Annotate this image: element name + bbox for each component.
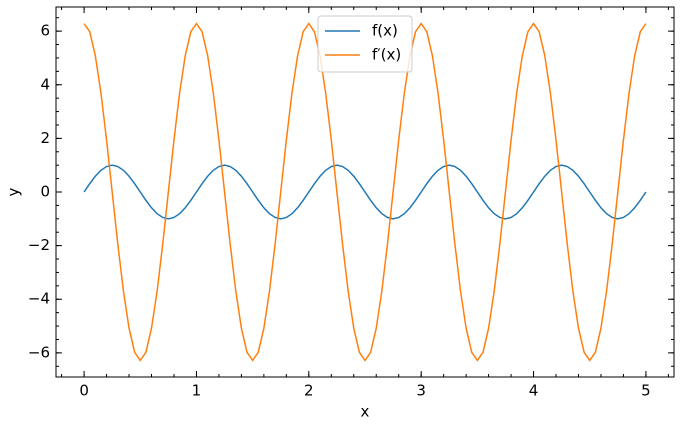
x-tick-label: 1	[192, 382, 202, 400]
legend-label: f′(x)	[372, 46, 401, 64]
legend-box	[317, 15, 413, 73]
x-tick-label: 5	[641, 382, 651, 400]
legend-label: f(x)	[372, 22, 398, 40]
y-tick-label: −6	[28, 343, 50, 361]
x-tick-label: 4	[529, 382, 539, 400]
x-tick-label: 0	[79, 382, 89, 400]
y-axis-label: y	[5, 187, 23, 196]
x-axis-label: x	[361, 403, 370, 421]
y-tick-label: 0	[40, 183, 50, 201]
y-tick-label: −4	[28, 290, 50, 308]
line-series	[83, 164, 647, 220]
y-tick-label: 4	[40, 75, 50, 93]
y-tick-label: −2	[28, 236, 50, 254]
line-series	[83, 22, 647, 362]
x-tick-label: 2	[304, 382, 314, 400]
plot-frame	[55, 6, 675, 378]
x-tick-label: 3	[416, 382, 426, 400]
y-tick-label: 6	[40, 22, 50, 40]
y-tick-label: 2	[40, 129, 50, 147]
